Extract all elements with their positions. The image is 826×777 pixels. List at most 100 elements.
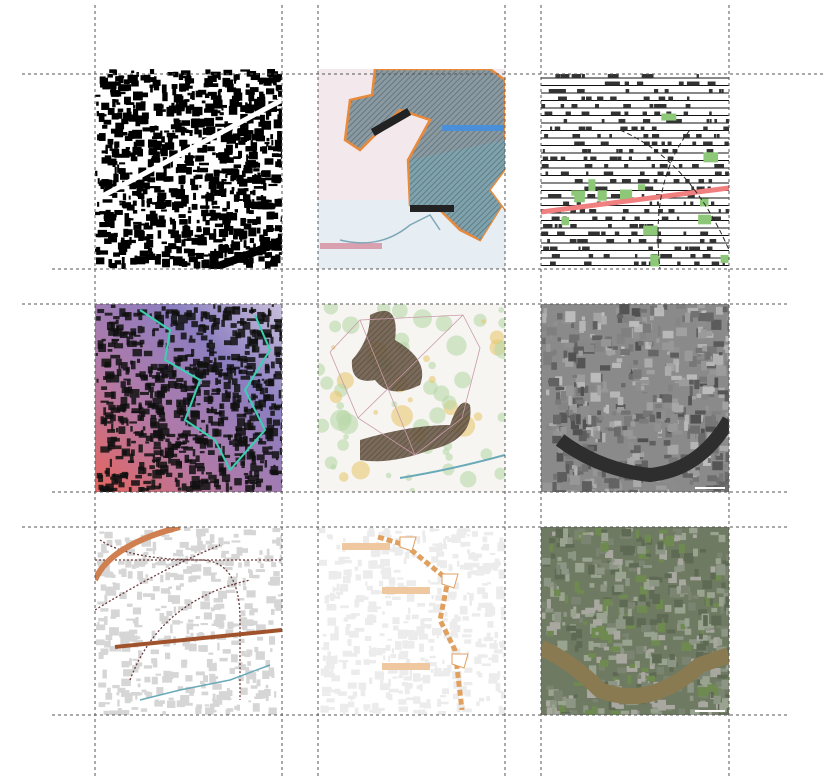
building <box>504 563 505 573</box>
building <box>134 229 144 238</box>
building <box>142 593 152 597</box>
pixel <box>651 702 661 708</box>
building <box>232 234 238 240</box>
river <box>555 416 729 483</box>
building <box>486 696 490 701</box>
building <box>119 200 122 203</box>
building <box>239 178 248 187</box>
building <box>436 543 443 552</box>
building <box>145 255 148 262</box>
pixel <box>627 675 632 685</box>
building <box>191 481 201 489</box>
pixel <box>670 352 679 358</box>
pixel <box>708 391 715 398</box>
building <box>115 122 125 130</box>
building <box>621 216 626 221</box>
building <box>195 671 205 676</box>
building <box>264 460 268 468</box>
building <box>202 482 211 490</box>
building <box>388 669 397 674</box>
building <box>168 573 178 576</box>
building <box>170 230 180 239</box>
pixel <box>562 622 566 626</box>
building <box>139 662 143 667</box>
building <box>183 446 194 451</box>
building <box>183 195 189 198</box>
pixel <box>719 597 724 607</box>
building <box>431 556 439 563</box>
building <box>145 574 149 578</box>
building <box>256 196 267 201</box>
building <box>486 633 489 638</box>
pixel <box>585 607 596 613</box>
pixel <box>689 480 694 485</box>
building <box>474 572 485 576</box>
building <box>126 380 131 386</box>
building <box>187 248 195 257</box>
pixel <box>573 346 584 355</box>
building <box>244 350 250 355</box>
pixel <box>641 679 648 688</box>
building <box>194 234 203 238</box>
pixel <box>678 532 687 541</box>
building <box>432 604 443 612</box>
building <box>153 142 162 151</box>
blob <box>360 402 471 462</box>
building <box>168 457 172 464</box>
building <box>277 102 282 107</box>
building <box>243 194 251 202</box>
building <box>106 415 112 418</box>
building <box>207 408 217 414</box>
building <box>116 91 122 97</box>
pixel <box>662 342 672 351</box>
building <box>108 487 118 492</box>
building <box>482 536 488 543</box>
building <box>188 434 198 437</box>
building <box>276 153 282 158</box>
building <box>481 572 488 575</box>
building <box>196 332 204 336</box>
building <box>140 343 143 348</box>
building <box>368 614 374 619</box>
building <box>268 106 278 112</box>
building <box>110 354 121 359</box>
pixel <box>570 710 578 715</box>
building <box>188 338 196 343</box>
building <box>154 186 161 193</box>
rail-band <box>541 185 729 215</box>
building <box>275 351 281 358</box>
building <box>149 186 157 189</box>
building <box>417 538 420 544</box>
building <box>582 149 588 153</box>
building <box>180 383 186 388</box>
building <box>354 627 365 632</box>
building <box>206 364 215 373</box>
pixel <box>578 350 583 356</box>
pixel <box>615 679 620 686</box>
building <box>493 640 497 643</box>
building <box>95 233 101 238</box>
pixel <box>543 577 552 587</box>
building <box>639 171 645 176</box>
building <box>267 109 272 117</box>
building <box>718 209 721 213</box>
pixel <box>636 536 642 542</box>
pixel <box>700 549 707 553</box>
building <box>122 368 129 371</box>
pixel <box>639 380 650 384</box>
pixel <box>652 593 660 604</box>
building <box>243 240 247 248</box>
pixel <box>652 654 662 664</box>
building <box>452 693 460 700</box>
building <box>703 126 708 131</box>
pixel <box>721 668 728 672</box>
pixel <box>606 538 614 546</box>
pixel <box>567 537 573 546</box>
building <box>149 465 155 470</box>
pixel <box>616 490 625 492</box>
building <box>129 182 136 190</box>
building <box>495 683 501 692</box>
building <box>180 184 184 194</box>
building <box>405 658 411 665</box>
pixel <box>549 622 561 630</box>
